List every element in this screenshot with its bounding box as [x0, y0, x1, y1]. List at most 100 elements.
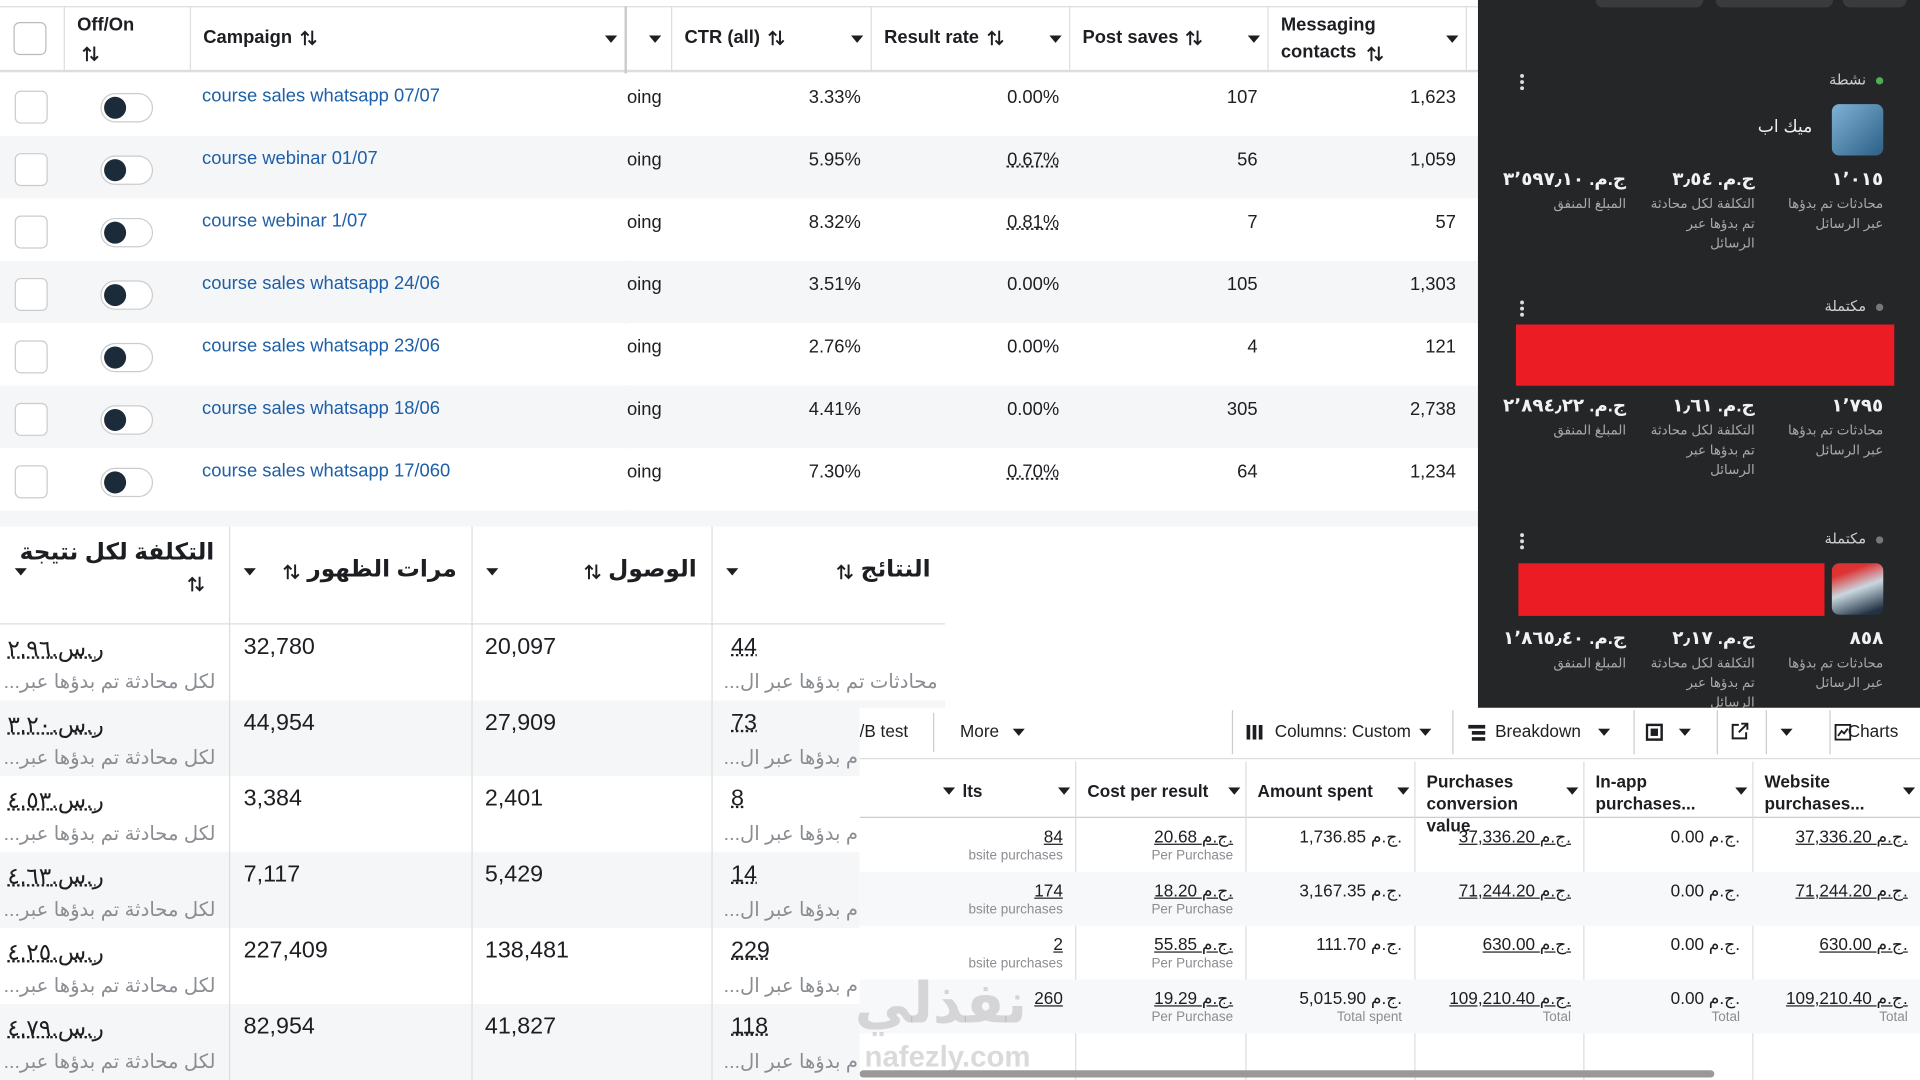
cell-value[interactable]: 71,244.20 ج.م. [1795, 880, 1908, 901]
cell-value[interactable]: 630.00 ج.م. [1819, 934, 1908, 954]
cell-value[interactable]: 71,244.20 ج.م. [1458, 880, 1572, 901]
ctr: 4.41% [808, 399, 861, 421]
campaign-name[interactable]: course sales whatsapp 07/07 [202, 85, 440, 107]
column-header[interactable]: Off/On [77, 14, 135, 36]
table-row [0, 323, 1478, 386]
cell-value[interactable]: 2 [1053, 934, 1063, 954]
column-header[interactable]: In-app purchases... [1595, 771, 1696, 814]
cell-note: Per Purchase [1151, 1010, 1234, 1025]
results[interactable]: 118 [731, 1013, 769, 1040]
toggle[interactable] [100, 280, 154, 310]
column-header[interactable]: التكلفة لكل نتيجة [19, 540, 215, 566]
breakdown-button[interactable]: Breakdown [1452, 710, 1623, 755]
status: نشطة [1829, 71, 1867, 89]
cell-value[interactable]: 55.85 ج.م. [1154, 934, 1234, 954]
row-checkbox[interactable] [14, 340, 48, 374]
campaign-name[interactable]: course sales whatsapp 18/06 [202, 397, 440, 419]
dropdown-caret [1057, 787, 1071, 795]
metric-value: ٨٥٨ [1849, 628, 1884, 649]
toggle[interactable] [100, 155, 154, 185]
table-row [0, 776, 946, 853]
column-header[interactable]: Purchases conversion value [1426, 771, 1519, 836]
impressions: 3,384 [243, 786, 302, 812]
checkbox[interactable] [13, 22, 47, 56]
toggle[interactable] [100, 217, 154, 248]
impressions: 7,117 [243, 862, 301, 888]
ab-test[interactable]: /B test [859, 721, 909, 741]
cell-value[interactable]: 37,336.20 ج.م. [1458, 826, 1572, 847]
results[interactable]: 229 [731, 937, 770, 964]
cell-value[interactable]: 84 [1043, 826, 1063, 847]
results[interactable]: 73 [731, 710, 757, 736]
metric-label: التكلفة لكل محادثة تم بدؤها عبر الرسائل [1650, 197, 1755, 252]
results-note: م بدؤها عبر ال... [723, 824, 859, 845]
column-header[interactable]: Campaign [203, 26, 293, 48]
more-dropdown[interactable] [1765, 710, 1815, 755]
cell-value[interactable]: 630.00 ج.م. [1482, 934, 1572, 954]
column-header[interactable]: Cost per result [1087, 781, 1209, 801]
dropdown-caret [1419, 728, 1432, 736]
column-header[interactable]: النتائج [860, 557, 931, 583]
column-divider [63, 6, 65, 73]
row-checkbox[interactable] [14, 277, 48, 312]
cell-value[interactable]: 19.29 ج.م. [1154, 988, 1234, 1008]
column-header[interactable]: Website purchases... [1764, 771, 1865, 814]
header-row [0, 6, 1478, 73]
table-row [859, 871, 1920, 926]
column-header[interactable]: Result rate [884, 26, 980, 48]
cell-value[interactable]: 18.20 ج.م. [1154, 880, 1234, 901]
row-checkbox[interactable] [14, 90, 48, 124]
row-checkbox[interactable] [14, 215, 48, 249]
results-note: م بدؤها عبر ال... [723, 748, 859, 769]
sort-icon [768, 30, 785, 46]
toggle[interactable] [100, 342, 154, 373]
campaign-name[interactable]: course webinar 01/07 [202, 148, 378, 169]
column-header[interactable]: Amount spent [1257, 781, 1373, 801]
dropdown-caret [1902, 787, 1916, 795]
toggle[interactable] [100, 405, 154, 435]
toggle[interactable] [100, 467, 154, 498]
campaign-name[interactable]: course sales whatsapp 17/060 [202, 460, 451, 482]
results-note: م بدؤها عبر ال... [723, 975, 859, 997]
post-saves: 107 [1226, 86, 1258, 108]
column-header[interactable]: lts [962, 781, 983, 801]
reach: 5,429 [484, 862, 544, 888]
more-button[interactable]: More [960, 721, 1000, 741]
results[interactable]: 14 [731, 862, 757, 888]
toggle-knob [104, 346, 127, 369]
column-header[interactable]: CTR (all) [684, 26, 761, 48]
post-saves: 56 [1237, 149, 1258, 171]
cell-value[interactable]: 20.68 ج.م. [1154, 826, 1234, 847]
top-button [1842, 0, 1907, 8]
column-divider [1465, 6, 1467, 73]
row-checkbox[interactable] [14, 465, 48, 499]
results[interactable]: 8 [731, 786, 744, 812]
column-header[interactable]: Messaging contacts [1280, 14, 1376, 63]
row-checkbox[interactable] [14, 402, 48, 436]
campaign-name[interactable]: course sales whatsapp 23/06 [202, 335, 440, 357]
cost-note: لكل محادثة تم بدؤها عبر... [3, 824, 216, 845]
export-button[interactable] [1716, 710, 1766, 755]
cell-value[interactable]: 37,336.20 ج.م. [1795, 826, 1908, 847]
report-button[interactable] [1633, 710, 1714, 755]
column-header[interactable]: Post saves [1082, 26, 1179, 48]
campaign-name[interactable]: course webinar 1/07 [202, 210, 368, 232]
cell-value[interactable]: 109,210.40 ج.م. [1449, 988, 1572, 1008]
columns-button[interactable]: Columns: Custom [1231, 710, 1440, 755]
results[interactable]: 44 [731, 634, 757, 661]
column-header[interactable]: الوصول [608, 557, 697, 583]
toggle[interactable] [100, 93, 154, 123]
cell-value[interactable]: 109,210.40 ج.م. [1785, 988, 1908, 1008]
column-header[interactable]: مرات الظهور [307, 557, 457, 583]
cell-value[interactable]: 174 [1034, 880, 1063, 901]
cell-note: Per Purchase [1151, 956, 1234, 972]
table-row [0, 385, 1478, 449]
dropdown-caret [1397, 787, 1410, 795]
campaign-name[interactable]: course sales whatsapp 24/06 [202, 273, 440, 294]
row-checkbox[interactable] [14, 153, 48, 187]
charts-button[interactable]: Charts [1829, 710, 1920, 755]
messaging-contacts: 1,303 [1409, 274, 1456, 296]
cell-value[interactable]: 260 [1034, 988, 1063, 1008]
cell-value: 111.70 ج.م. [1316, 934, 1403, 954]
table-row [0, 135, 1478, 199]
